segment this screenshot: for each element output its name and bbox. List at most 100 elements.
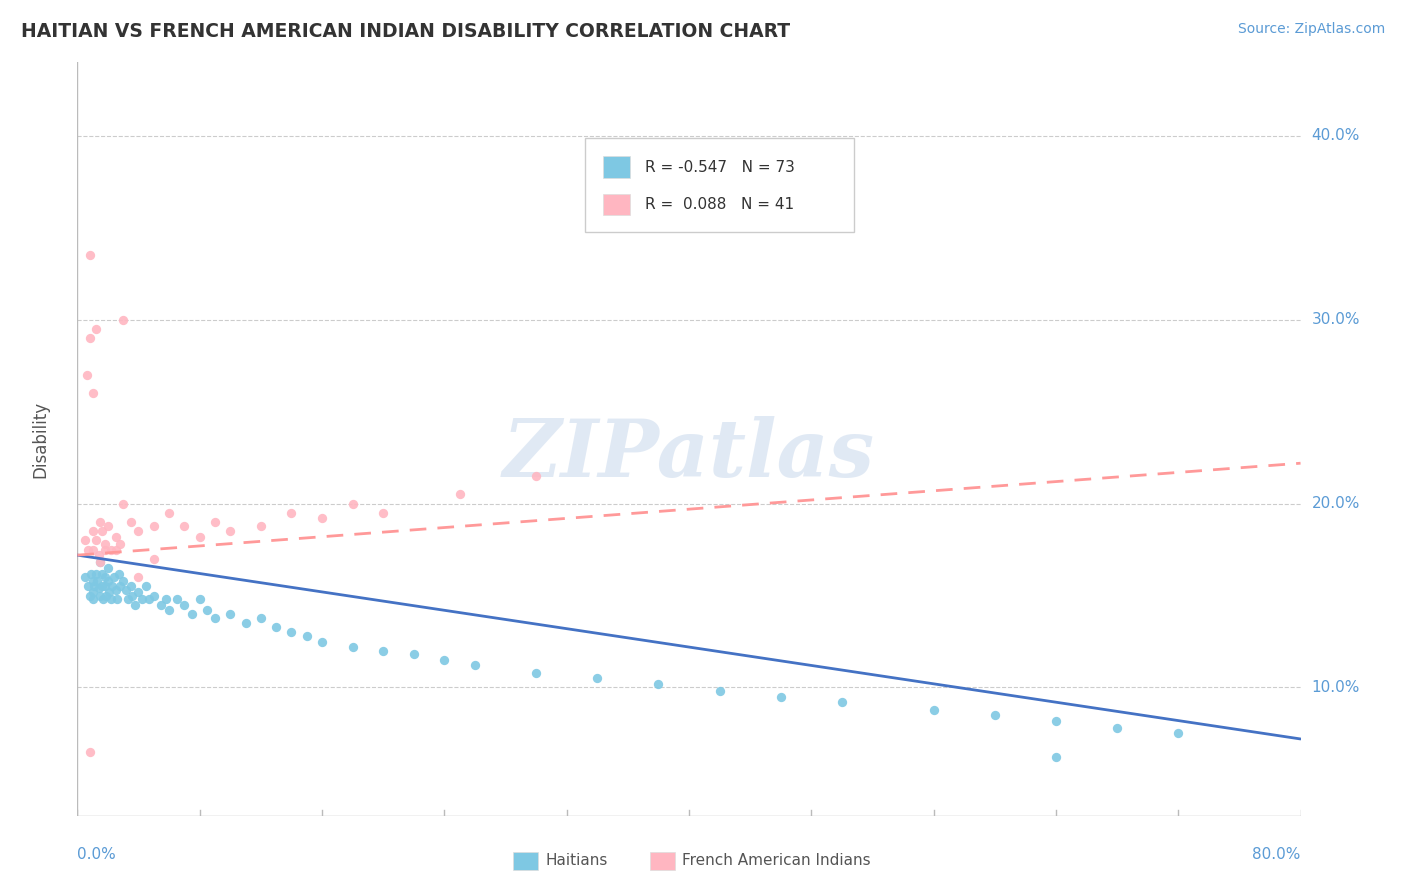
Point <box>112 497 135 511</box>
Point <box>108 537 131 551</box>
Point <box>89 589 111 603</box>
Point <box>138 592 160 607</box>
Point <box>82 386 104 401</box>
Point <box>91 592 114 607</box>
Point <box>131 592 153 607</box>
Point <box>150 598 173 612</box>
Point <box>142 589 165 603</box>
Point <box>235 616 257 631</box>
Text: R =  0.088   N = 41: R = 0.088 N = 41 <box>645 197 794 212</box>
Text: 80.0%: 80.0% <box>1253 847 1301 862</box>
Point <box>82 592 104 607</box>
Text: 10.0%: 10.0% <box>1312 680 1360 695</box>
Point <box>311 511 333 525</box>
Point <box>87 581 110 595</box>
Point <box>922 702 945 716</box>
Text: ZIPatlas: ZIPatlas <box>503 416 875 493</box>
Point <box>371 644 394 658</box>
Point <box>342 497 364 511</box>
Point <box>433 653 456 667</box>
Point <box>142 551 165 566</box>
Point <box>89 515 111 529</box>
Point <box>79 248 101 262</box>
Text: R = -0.547   N = 73: R = -0.547 N = 73 <box>645 160 794 175</box>
Point <box>73 533 96 548</box>
Text: 40.0%: 40.0% <box>1312 128 1360 144</box>
Point <box>127 585 149 599</box>
Point <box>204 610 226 624</box>
FancyBboxPatch shape <box>603 156 630 178</box>
Point <box>94 537 117 551</box>
Point <box>112 313 135 327</box>
Point <box>173 518 195 533</box>
Point <box>82 524 104 539</box>
Point <box>166 592 188 607</box>
Point <box>83 579 105 593</box>
Point <box>709 684 731 698</box>
Point <box>250 518 273 533</box>
Point <box>101 579 124 593</box>
Point <box>97 574 120 588</box>
Point <box>204 515 226 529</box>
Point <box>87 548 110 562</box>
Point <box>103 570 125 584</box>
Point <box>104 530 127 544</box>
Point <box>586 671 609 685</box>
Point <box>127 524 149 539</box>
Point <box>464 658 486 673</box>
FancyBboxPatch shape <box>585 137 853 232</box>
Point <box>984 708 1007 723</box>
Point <box>188 530 211 544</box>
Point <box>100 542 122 557</box>
Point <box>77 579 100 593</box>
Point <box>94 579 117 593</box>
Text: 0.0%: 0.0% <box>77 847 117 862</box>
Point <box>264 620 287 634</box>
Point <box>219 607 242 621</box>
Point <box>82 574 104 588</box>
Point <box>157 603 180 617</box>
Point <box>82 585 104 599</box>
Point <box>86 574 108 588</box>
Point <box>1167 726 1189 740</box>
Point <box>1107 721 1129 735</box>
Point <box>97 561 120 575</box>
Point <box>84 322 107 336</box>
Point <box>79 589 101 603</box>
Point <box>90 524 112 539</box>
Point <box>188 592 211 607</box>
Point <box>295 629 318 643</box>
Point <box>84 533 107 548</box>
Point <box>73 570 96 584</box>
Point <box>104 542 127 557</box>
Point <box>94 570 117 584</box>
Point <box>524 665 547 680</box>
Point <box>97 518 120 533</box>
Point <box>219 524 242 539</box>
Point <box>1045 714 1067 728</box>
Point <box>90 579 112 593</box>
Point <box>402 648 425 662</box>
Point <box>82 542 104 557</box>
Point <box>100 592 122 607</box>
FancyBboxPatch shape <box>603 194 630 215</box>
Point <box>127 570 149 584</box>
Point <box>1045 750 1067 764</box>
Point <box>90 566 112 581</box>
Point <box>647 677 669 691</box>
Text: Source: ZipAtlas.com: Source: ZipAtlas.com <box>1237 22 1385 37</box>
Point <box>250 610 273 624</box>
Point <box>80 566 103 581</box>
Point <box>449 487 471 501</box>
Point <box>89 556 111 570</box>
Point <box>173 598 195 612</box>
Point <box>117 592 139 607</box>
Point <box>280 625 302 640</box>
Text: French American Indians: French American Indians <box>682 854 870 868</box>
Point <box>121 589 143 603</box>
Text: 20.0%: 20.0% <box>1312 496 1360 511</box>
Point <box>89 556 111 570</box>
Point <box>311 634 333 648</box>
Point <box>342 640 364 654</box>
Point <box>84 566 107 581</box>
